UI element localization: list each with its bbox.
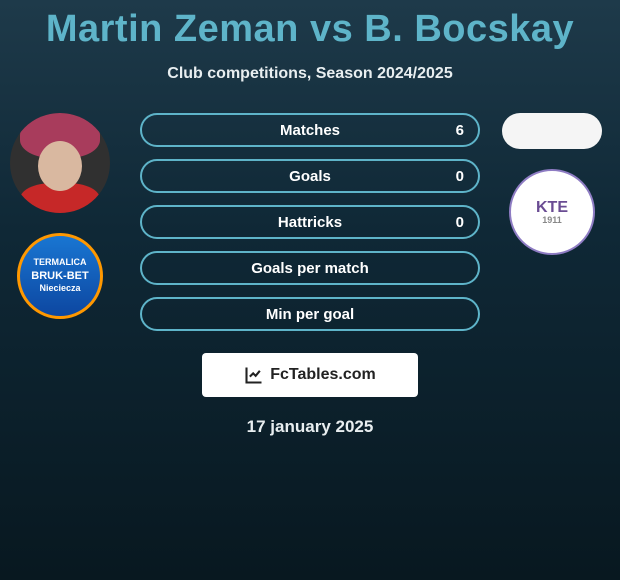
stat-label: Min per goal: [266, 306, 354, 323]
club-badge-line3: Nieciecza: [39, 284, 80, 294]
footer-date: 17 january 2025: [0, 417, 620, 437]
club-badge-year: 1911: [542, 216, 562, 225]
stat-value-right: 6: [456, 122, 464, 139]
stat-label: Matches: [280, 122, 340, 139]
player-right-column: KTE 1911: [502, 113, 602, 255]
stat-row-goals: Goals 0: [140, 159, 480, 193]
player-left-avatar: [10, 113, 110, 213]
stat-label: Hattricks: [278, 214, 342, 231]
club-badge-line2: BRUK-BET: [31, 270, 88, 282]
stat-row-hattricks: Hattricks 0: [140, 205, 480, 239]
comparison-area: TERMALICA BRUK-BET Nieciecza KTE 1911 Ma…: [0, 113, 620, 437]
stat-row-matches: Matches 6: [140, 113, 480, 147]
player-left-column: TERMALICA BRUK-BET Nieciecza: [10, 113, 110, 319]
page-subtitle: Club competitions, Season 2024/2025: [0, 65, 620, 83]
stats-list: Matches 6 Goals 0 Hattricks 0 Goals per …: [140, 113, 480, 331]
stat-row-min-per-goal: Min per goal: [140, 297, 480, 331]
page-title: Martin Zeman vs B. Bocskay: [0, 0, 620, 51]
club-badge-text: KTE: [536, 200, 568, 216]
player-right-club-badge: KTE 1911: [509, 169, 595, 255]
stat-row-goals-per-match: Goals per match: [140, 251, 480, 285]
chart-icon: [244, 365, 264, 385]
player-right-avatar-placeholder: [502, 113, 602, 149]
stat-label: Goals per match: [251, 260, 369, 277]
branding-logo-text: FcTables.com: [270, 366, 376, 384]
stat-value-right: 0: [456, 168, 464, 185]
branding-logo: FcTables.com: [202, 353, 418, 397]
club-badge-line1: TERMALICA: [34, 258, 87, 268]
stat-label: Goals: [289, 168, 331, 185]
stat-value-right: 0: [456, 214, 464, 231]
player-left-club-badge: TERMALICA BRUK-BET Nieciecza: [17, 233, 103, 319]
